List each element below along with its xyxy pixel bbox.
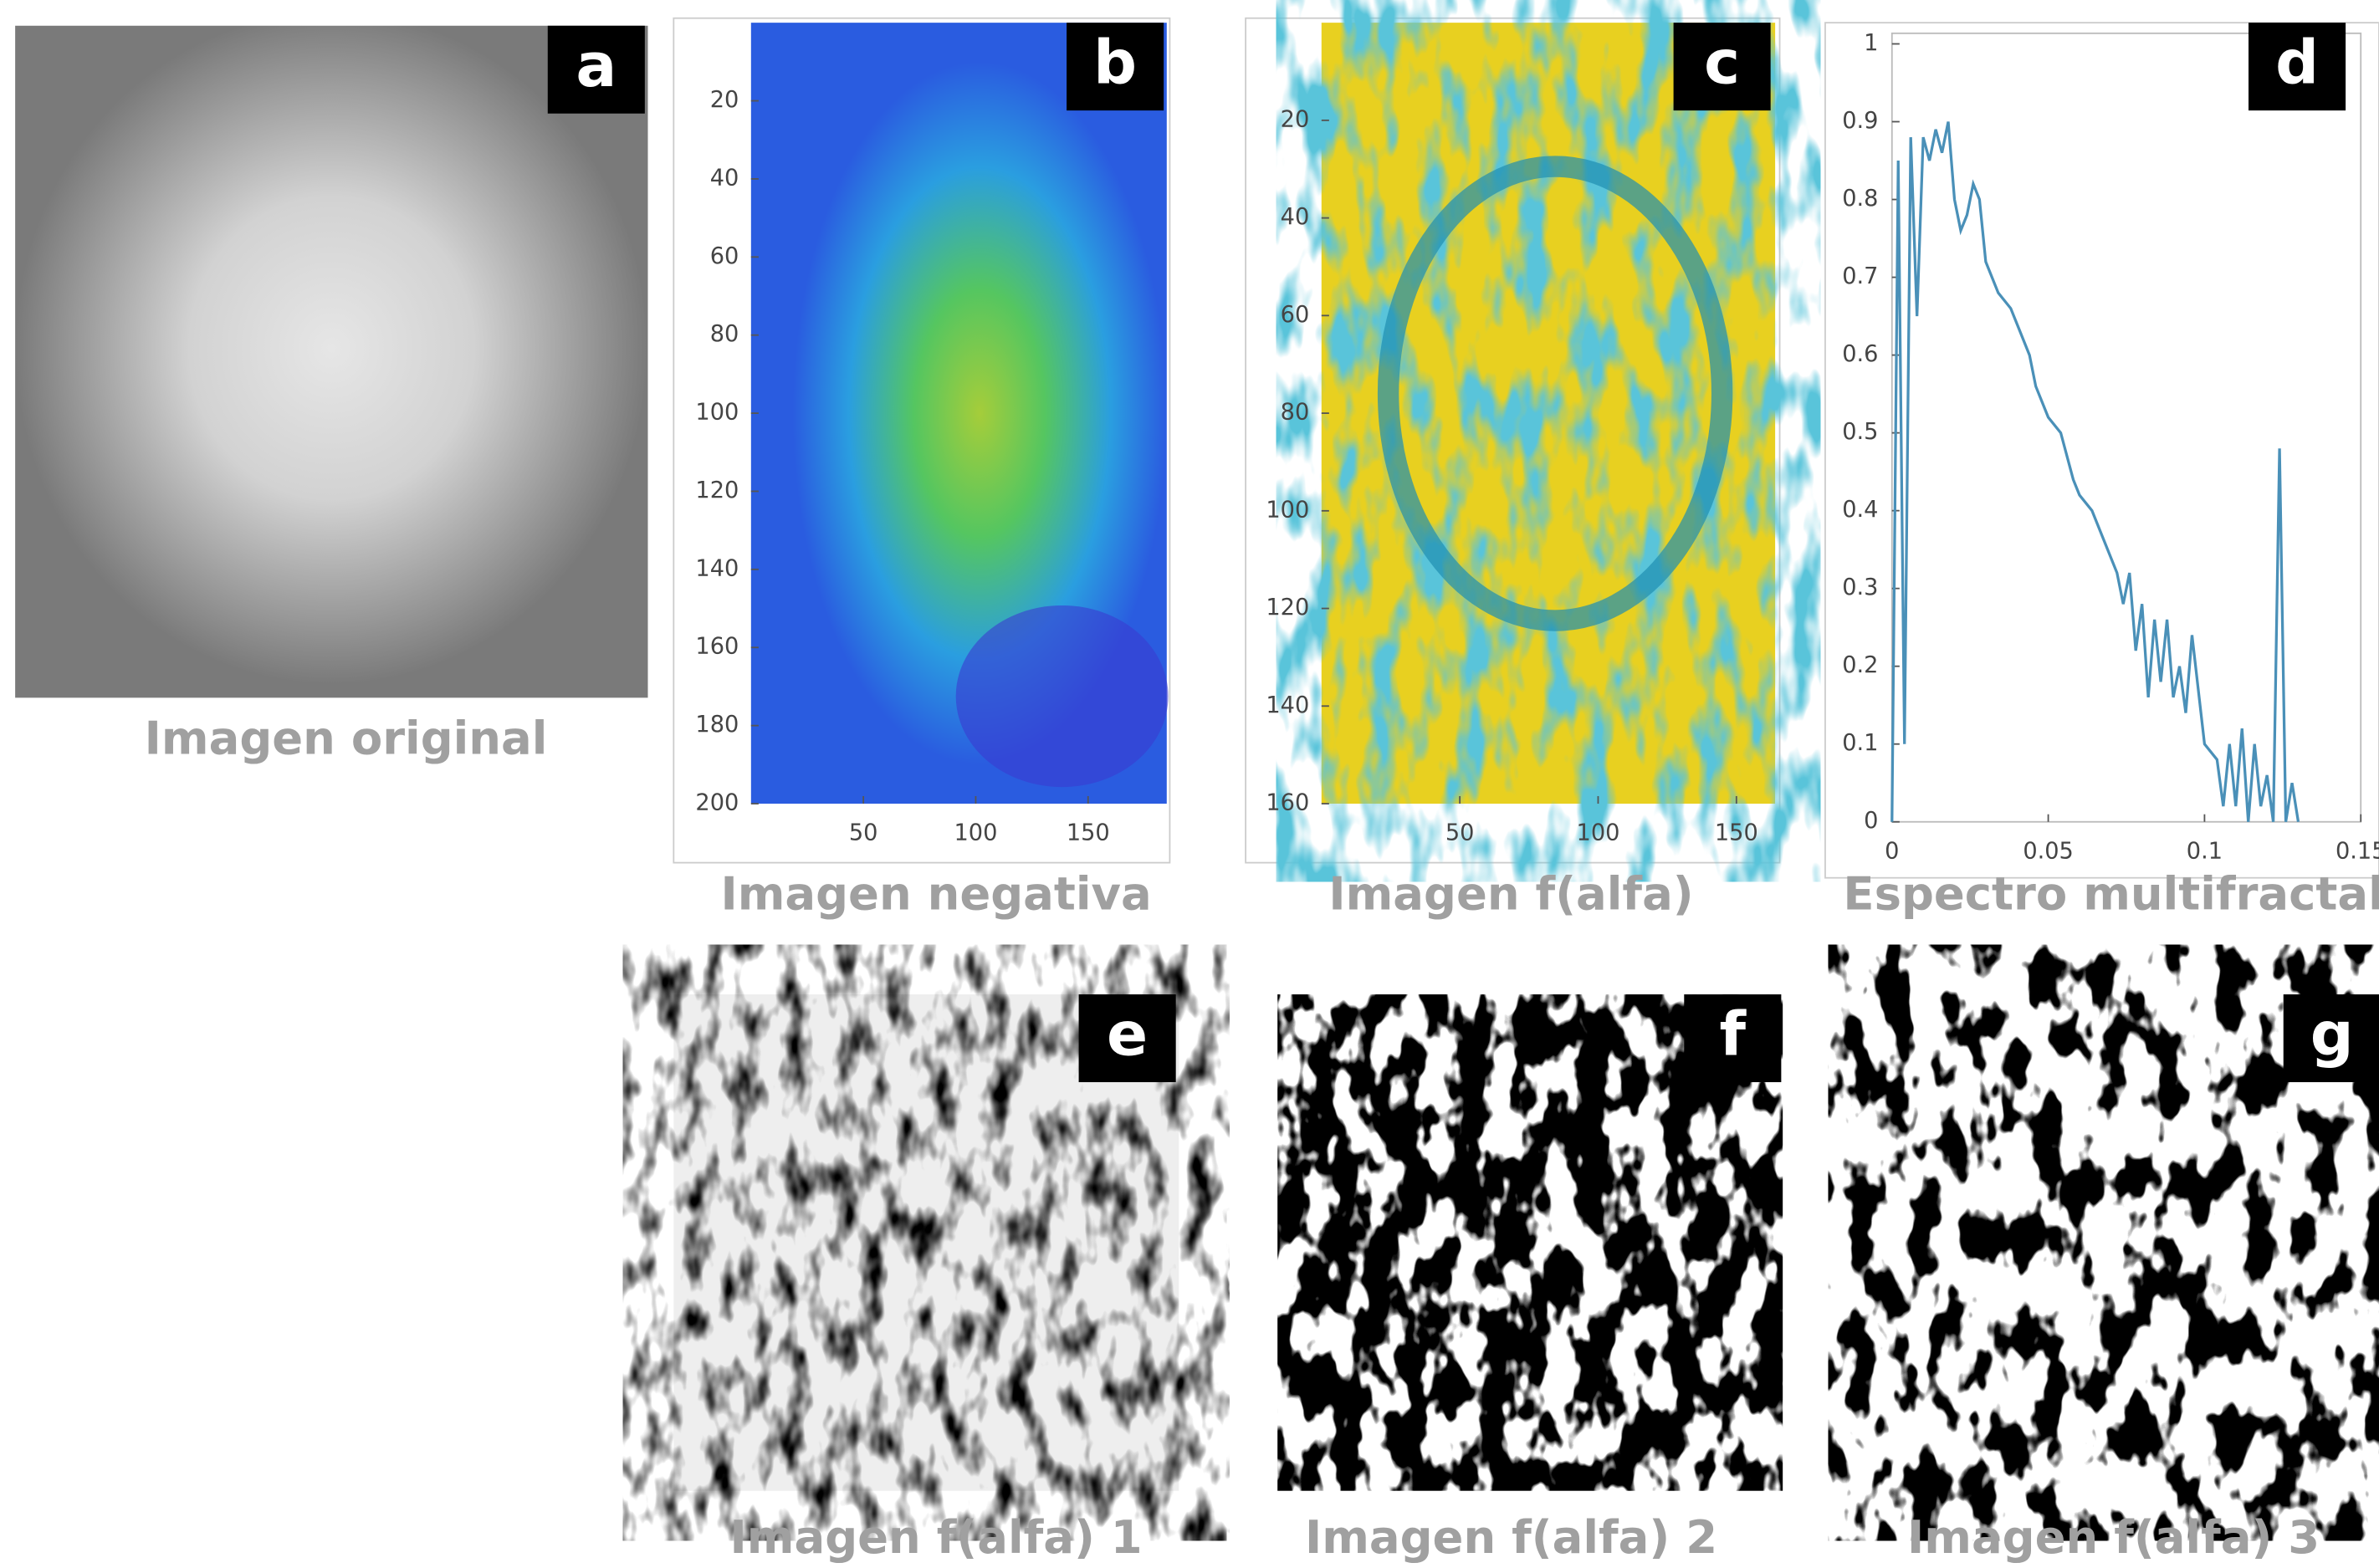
caption: Imagen f(alfa) <box>1328 868 1693 921</box>
y-tick-label: 0.7 <box>1842 263 1878 289</box>
y-tick-label: 160 <box>1266 790 1309 816</box>
y-tick-label: 100 <box>1266 497 1309 523</box>
y-tick-label: 200 <box>695 790 739 816</box>
y-tick-label: 0.9 <box>1842 108 1878 134</box>
figure: a Imagen original b Imagen negativa 20 40 60 80… <box>0 0 2379 1568</box>
y-tick-label: 0.4 <box>1842 497 1878 523</box>
y-tick-label: 20 <box>1281 106 1310 132</box>
x-tick-label: 50 <box>1445 820 1475 846</box>
y-tick-label: 0.2 <box>1842 652 1878 678</box>
y-tick-label: 0.5 <box>1842 419 1878 445</box>
y-tick-label: 80 <box>710 321 739 347</box>
caption: Espectro multifractal <box>1843 868 2379 921</box>
y-tick-label: 180 <box>695 712 739 738</box>
x-tick-label: 0.15 <box>2336 838 2379 864</box>
panel-label: a <box>576 31 616 101</box>
panel-label: c <box>1704 28 1740 99</box>
x-tick-label: 150 <box>1067 820 1110 846</box>
y-tick-label: 20 <box>710 87 739 113</box>
y-tick-label: 120 <box>1266 595 1309 621</box>
x-tick-label: 0 <box>1885 838 1899 864</box>
x-tick-label: 100 <box>954 820 998 846</box>
y-tick-label: 0.3 <box>1842 575 1878 600</box>
y-tick-label: 100 <box>695 400 739 426</box>
image-original <box>15 26 647 698</box>
panel-label: d <box>2275 28 2319 99</box>
page: a Imagen original b Imagen negativa 20 40 60 80… <box>0 0 2379 1568</box>
y-tick-label: 80 <box>1281 400 1310 426</box>
panel-label: e <box>1107 1000 1148 1070</box>
panel-label: g <box>2310 1000 2354 1070</box>
y-tick-label: 0.6 <box>1842 341 1878 367</box>
x-tick-label: 0.1 <box>2187 838 2223 864</box>
caption: Imagen original <box>145 712 548 764</box>
caption: Imagen f(alfa) 2 <box>1305 1511 1717 1564</box>
y-tick-label: 0.8 <box>1842 186 1878 212</box>
y-tick-label: 40 <box>710 165 739 191</box>
image-detail <box>956 605 1169 787</box>
y-tick-label: 140 <box>695 555 739 581</box>
caption: Imagen negativa <box>720 868 1151 921</box>
y-tick-label: 1 <box>1864 30 1878 56</box>
y-tick-label: 140 <box>1266 692 1309 718</box>
y-tick-label: 0.1 <box>1842 730 1878 756</box>
x-tick-label: 50 <box>849 820 878 846</box>
y-tick-label: 40 <box>1281 204 1310 230</box>
y-tick-label: 160 <box>695 634 739 660</box>
panel-label: b <box>1093 28 1137 99</box>
y-tick-label: 60 <box>1281 302 1310 328</box>
x-tick-label: 150 <box>1715 820 1758 846</box>
x-tick-label: 0.05 <box>2023 838 2074 864</box>
caption: Imagen f(alfa) 3 <box>1907 1511 2320 1564</box>
y-tick-label: 60 <box>710 243 739 269</box>
y-tick-label: 0 <box>1864 808 1878 834</box>
x-tick-label: 100 <box>1577 820 1620 846</box>
caption: Imagen f(alfa) 1 <box>730 1511 1143 1564</box>
panel-label: f <box>1720 1000 1747 1070</box>
y-tick-label: 120 <box>695 478 739 503</box>
